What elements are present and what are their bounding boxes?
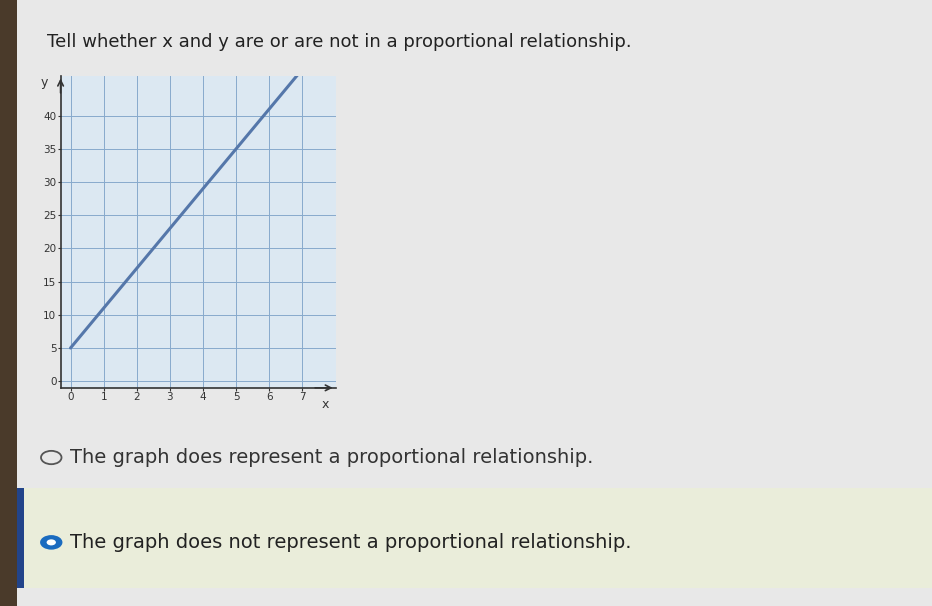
Text: x: x	[322, 398, 329, 411]
Text: y: y	[40, 76, 48, 89]
Text: Tell whether x and y are or are not in a proportional relationship.: Tell whether x and y are or are not in a…	[47, 33, 631, 52]
Text: The graph does not represent a proportional relationship.: The graph does not represent a proportio…	[70, 533, 631, 552]
Text: The graph does represent a proportional relationship.: The graph does represent a proportional …	[70, 448, 594, 467]
